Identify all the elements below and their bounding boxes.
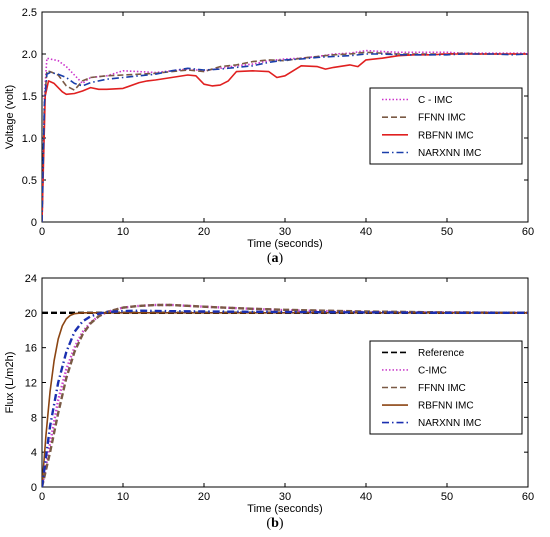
legend-entry: C-IMC [418,365,447,376]
panel-label: (b) [266,516,283,531]
series-line-narxnn-imc [42,53,528,222]
y-tick-label: 8 [31,412,37,424]
y-tick-label: 24 [25,273,37,285]
y-tick-label: 0 [31,217,37,229]
chart-panel-b: 0 10 20 30 40 50 60 0 4 8 12 16 20 24 Time (seconds) Fl… [4,273,534,531]
x-tick-label: 10 [117,491,129,503]
x-tick-label: 20 [198,491,210,503]
x-tick-label: 60 [522,226,534,238]
y-axis-label: Flux (L/m2h) [4,352,16,414]
y-tick-label: 0 [31,482,37,494]
legend: Reference C-IMC FFNN IMC RBFNN IMC NARXNN IM… [369,340,523,435]
chart-panel-a: 0 10 20 30 40 50 60 0 0.5 1.0 1.5 2.0 2.5 Time (secon… [4,7,534,266]
legend-entry: RBFNN IMC [418,401,474,412]
y-tick-label: 4 [31,447,37,459]
x-axis-label: Time (seconds) [247,503,322,515]
series-line-rbfnn-imc [42,53,528,222]
legend: C - IMC FFNN IMC RBFNN IMC NARXNN IMC [369,87,523,165]
x-tick-label: 0 [39,226,45,238]
legend-entry: FFNN IMC [418,113,466,124]
x-tick-label: 40 [360,491,372,503]
legend-entry: NARXNN IMC [418,418,481,429]
x-tick-label: 50 [441,491,453,503]
y-tick-label: 1.5 [22,91,37,103]
legend-entry: C - IMC [418,95,452,106]
x-tick-label: 50 [441,226,453,238]
x-tick-label: 30 [279,491,291,503]
series-line-narxnn-imc [42,309,528,487]
legend-box [369,87,523,165]
y-tick-label: 16 [25,343,37,355]
y-tick-label: 1.0 [22,133,37,145]
x-axis-label: Time (seconds) [247,238,322,250]
legend-entry: Reference [418,348,465,359]
legend-entry: FFNN IMC [418,383,466,394]
y-tick-label: 20 [25,308,37,320]
series-line-ffnn-imc [42,303,528,487]
legend-entry: RBFNN IMC [418,130,474,141]
legend-entry: NARXNN IMC [418,148,481,159]
y-tick-label: 2.5 [22,7,37,19]
x-tick-label: 60 [522,491,534,503]
x-tick-label: 30 [279,226,291,238]
x-tick-label: 10 [117,226,129,238]
x-tick-label: 0 [39,491,45,503]
series-line-c-imc [42,49,528,222]
panel-label: (a) [267,251,284,266]
y-tick-label: 2.0 [22,49,37,61]
y-tick-label: 0.5 [22,175,37,187]
y-axis-label: Voltage (volt) [4,85,16,149]
series-line-rbfnn-imc [42,311,528,487]
x-tick-label: 20 [198,226,210,238]
y-tick-label: 12 [25,378,37,390]
x-tick-label: 40 [360,226,372,238]
